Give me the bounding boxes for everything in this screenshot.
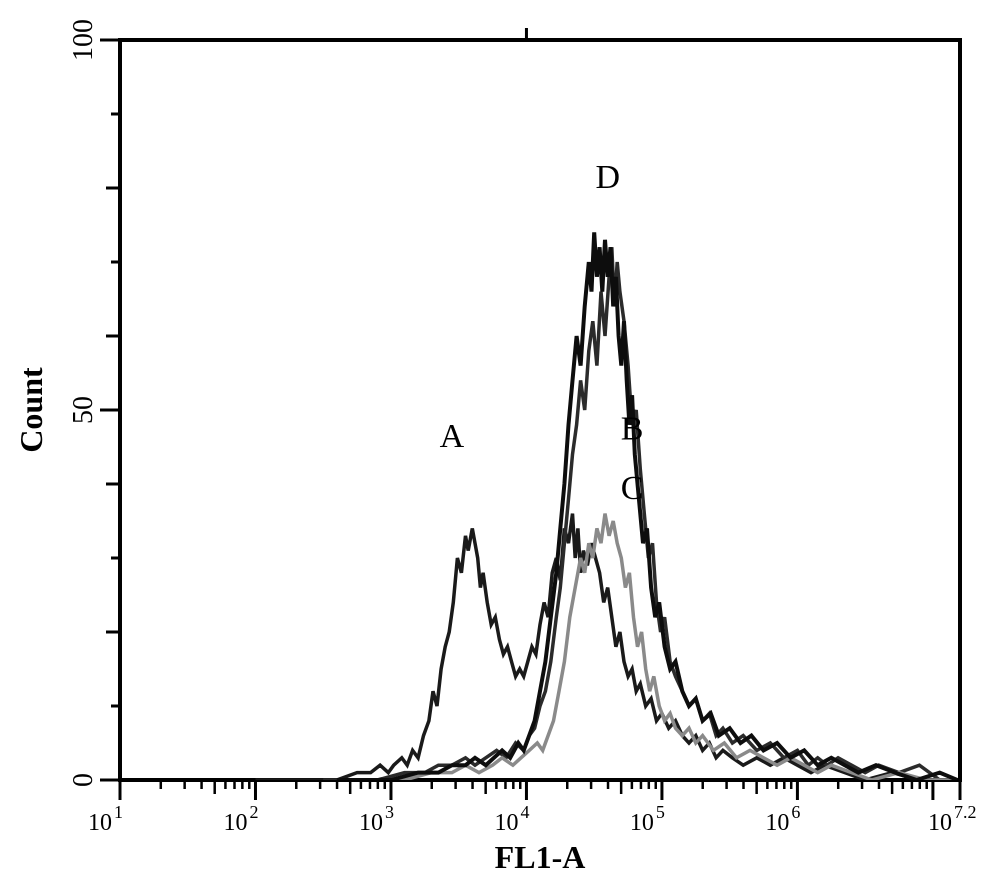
- peak-label-D: D: [595, 159, 620, 196]
- peak-label-B: B: [621, 411, 644, 448]
- svg-text:4: 4: [520, 802, 529, 822]
- svg-text:7.2: 7.2: [954, 802, 977, 822]
- x-tick-label: 107.2: [928, 802, 977, 836]
- svg-text:10: 10: [928, 810, 952, 836]
- svg-text:1: 1: [114, 802, 123, 822]
- svg-text:3: 3: [385, 802, 394, 822]
- svg-text:2: 2: [249, 802, 258, 822]
- x-tick-label: 102: [223, 802, 258, 836]
- svg-text:10: 10: [88, 810, 112, 836]
- x-tick-label: 106: [765, 802, 800, 836]
- svg-text:10: 10: [630, 810, 654, 836]
- peak-label-C: C: [621, 470, 644, 507]
- x-tick-label: 105: [630, 802, 665, 836]
- y-tick-label: 50: [68, 396, 99, 424]
- chart-container: 050100Count101102103104105106107.2FL1-AA…: [0, 0, 1000, 885]
- y-tick-label: 0: [68, 773, 99, 787]
- svg-text:10: 10: [765, 810, 789, 836]
- y-axis-ticks: 0 50 100: [68, 19, 120, 787]
- y-axis-label: Count: [13, 367, 49, 453]
- y-tick-label: 100: [68, 19, 99, 61]
- histogram-chart: 050100Count101102103104105106107.2FL1-AA…: [0, 0, 1000, 885]
- x-axis-ticks: 101102103104105106107.2: [88, 780, 977, 836]
- svg-text:6: 6: [791, 802, 800, 822]
- svg-text:10: 10: [359, 810, 383, 836]
- svg-text:5: 5: [656, 802, 665, 822]
- peak-label-A: A: [440, 418, 465, 455]
- x-tick-label: 104: [494, 802, 529, 836]
- x-axis-label: FL1-A: [495, 839, 586, 875]
- svg-text:10: 10: [223, 810, 247, 836]
- x-tick-label: 101: [88, 802, 123, 836]
- svg-text:10: 10: [494, 810, 518, 836]
- x-tick-label: 103: [359, 802, 394, 836]
- plot-area: [120, 40, 960, 780]
